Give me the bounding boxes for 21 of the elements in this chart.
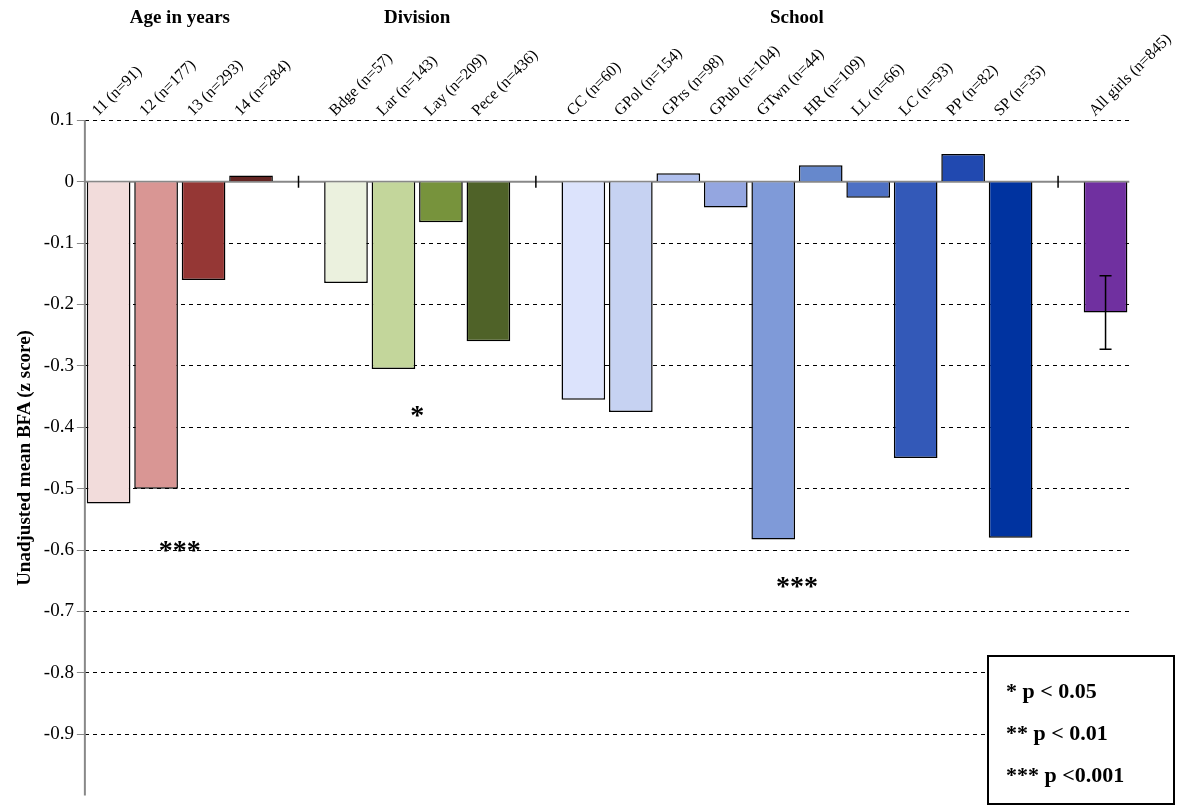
y-tick-label: -0.4 <box>43 415 75 437</box>
text: Age in years <box>129 5 230 27</box>
y-tick-label: -0.5 <box>43 476 74 498</box>
y-tick-label: -0.7 <box>43 599 74 621</box>
text: School <box>770 5 824 27</box>
annotation: *** p <0.001 <box>1006 761 1125 787</box>
y-tick-label: -0.6 <box>43 538 74 560</box>
y-tick-label: -0.8 <box>43 660 74 682</box>
y-tick-label: -0.9 <box>43 722 74 744</box>
annotation: *** <box>158 533 201 565</box>
y-tick-label: 0 <box>64 169 74 191</box>
annotation: * p < 0.05 <box>1006 677 1097 703</box>
annotation: *** <box>775 569 818 601</box>
y-tick-label: -0.3 <box>43 353 74 375</box>
y-tick-label: -0.2 <box>43 292 74 314</box>
y-tick-label: -0.1 <box>43 231 74 253</box>
text: Division <box>383 5 451 27</box>
y-tick-label: 0.1 <box>50 108 74 130</box>
y-axis-title: Unadjusted mean BFA (z score) <box>13 330 36 586</box>
annotation: * <box>410 399 425 431</box>
annotation: ** p < 0.01 <box>1006 719 1108 745</box>
